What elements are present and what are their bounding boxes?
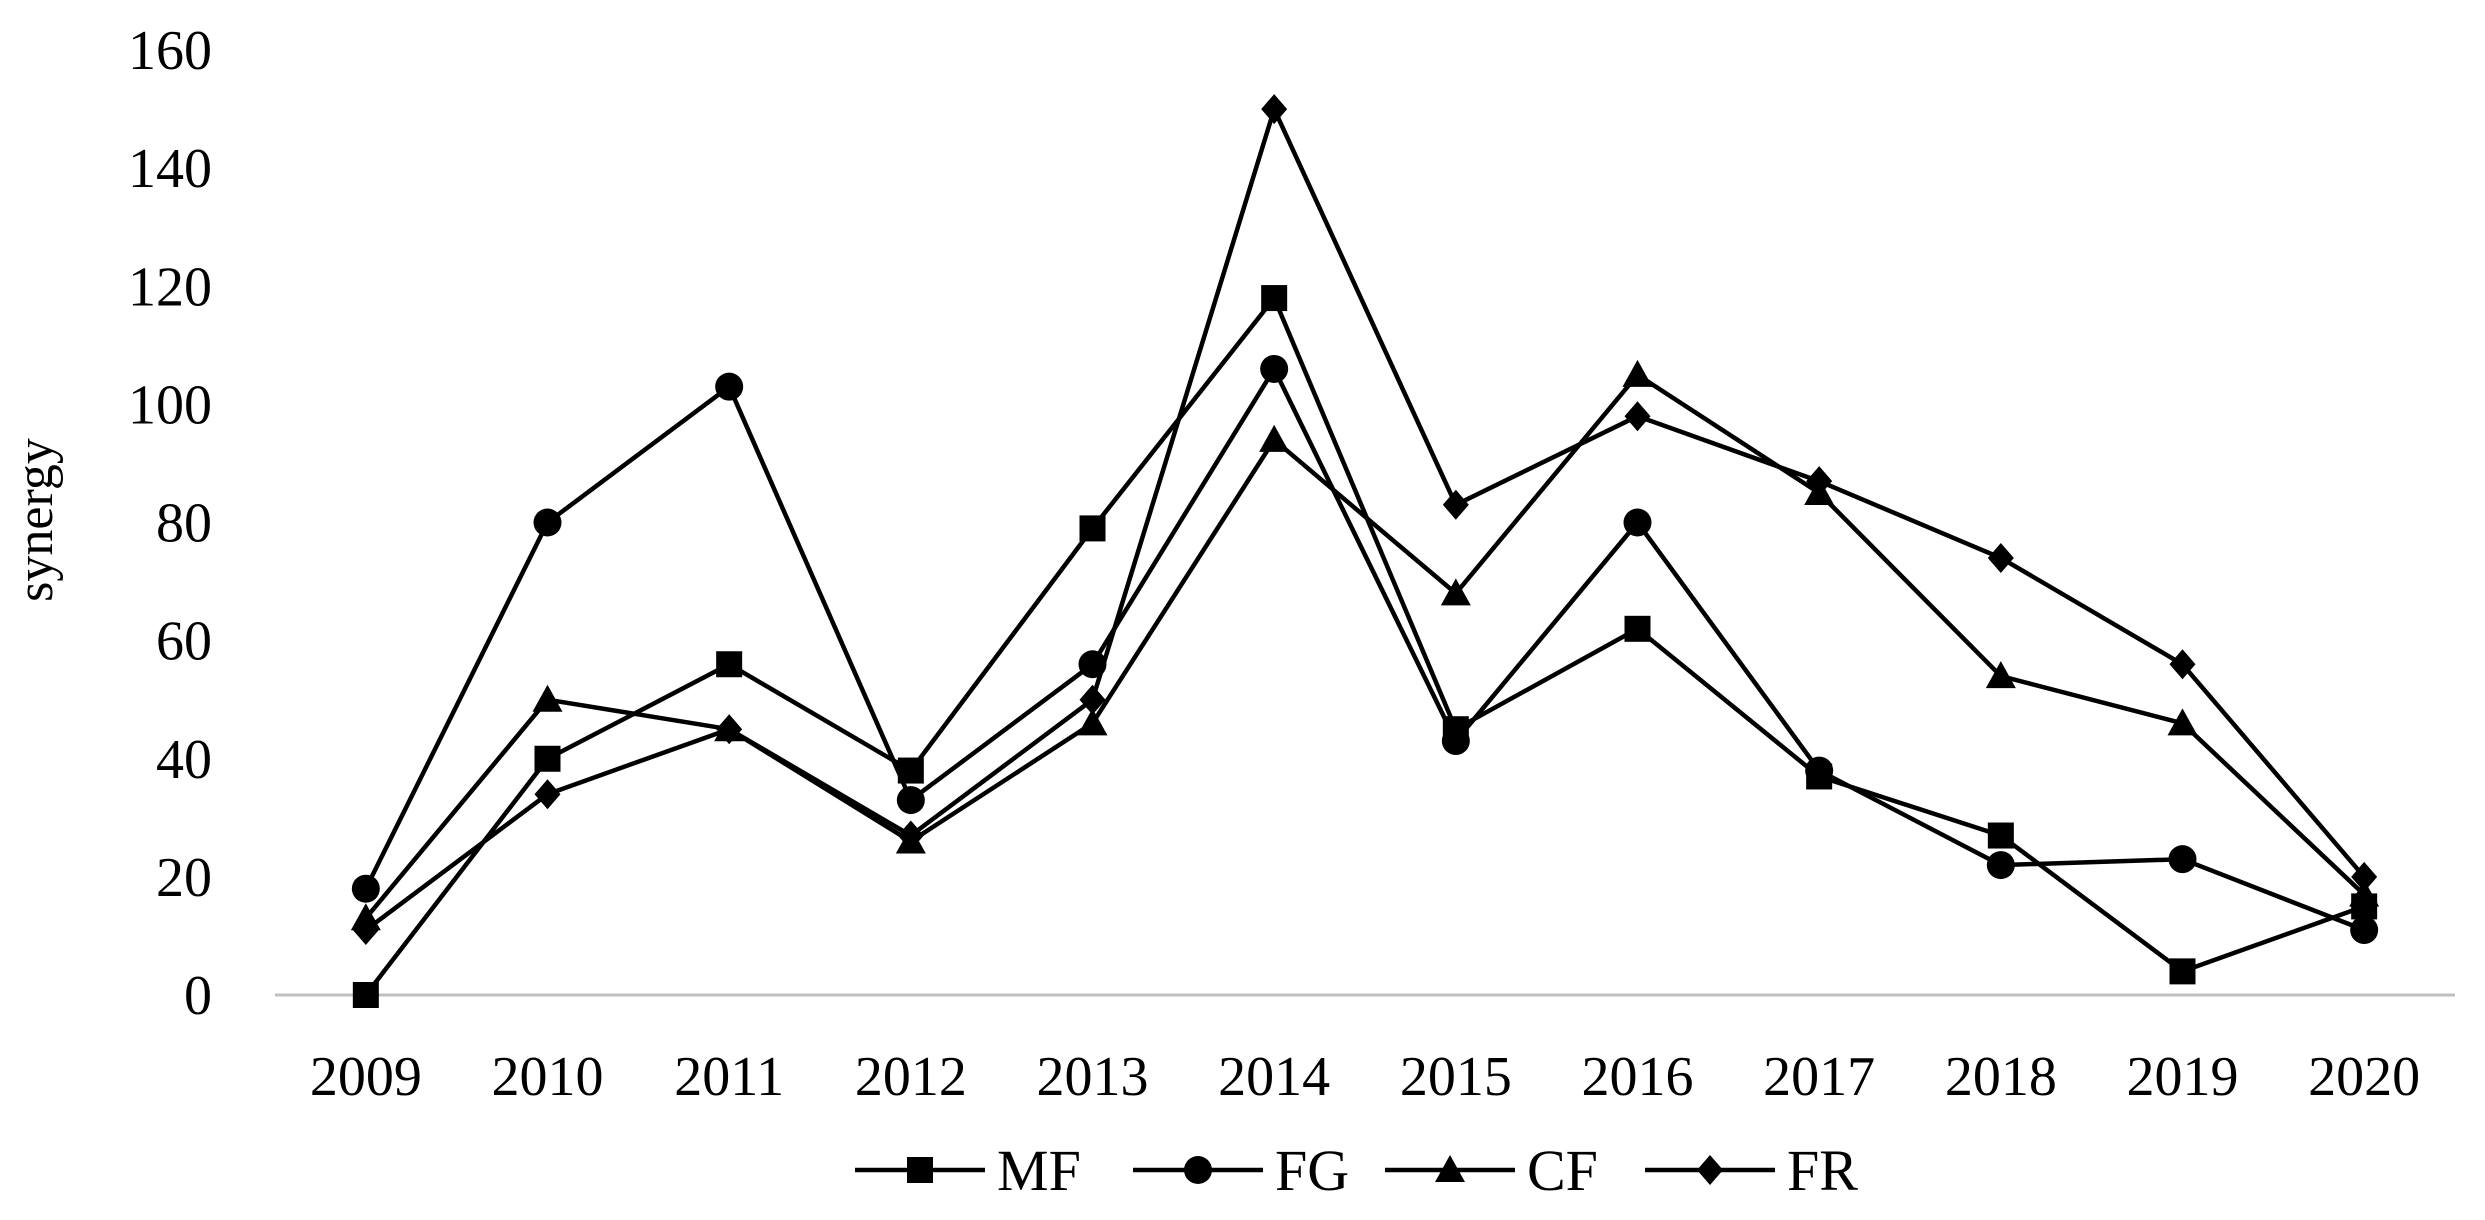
series-group <box>350 94 2380 1008</box>
y-tick-label: 120 <box>128 256 212 318</box>
legend-item-fg: FG <box>1133 1138 1349 1203</box>
y-tick-label: 0 <box>184 965 212 1027</box>
legend-marker <box>1435 1155 1465 1182</box>
data-point <box>897 820 924 851</box>
y-tick-label: 60 <box>156 611 212 673</box>
data-point <box>1622 359 1653 387</box>
legend-item-fr: FR <box>1645 1138 1858 1203</box>
data-point <box>2169 958 2196 985</box>
data-point <box>1261 285 1288 312</box>
x-tick-label: 2010 <box>492 1046 604 1108</box>
y-tick-label: 80 <box>156 493 212 555</box>
data-point <box>2350 916 2379 945</box>
data-point <box>1624 401 1651 432</box>
data-point <box>1260 354 1289 383</box>
data-point <box>534 745 561 772</box>
y-tick-label: 20 <box>156 847 212 909</box>
series-fr <box>352 94 2378 946</box>
data-point <box>534 779 561 810</box>
data-point <box>2351 861 2378 892</box>
data-point <box>1624 615 1651 642</box>
legend-item-mf: MF <box>855 1138 1081 1203</box>
data-point <box>1805 756 1834 785</box>
y-tick-label: 140 <box>128 138 212 200</box>
data-point <box>1079 684 1106 715</box>
legend-label: FG <box>1275 1138 1349 1203</box>
legend-marker <box>907 1157 933 1183</box>
x-tick-label: 2011 <box>674 1046 784 1108</box>
x-tick-label: 2016 <box>1582 1046 1694 1108</box>
x-tick-label: 2020 <box>2308 1046 2420 1108</box>
legend-label: CF <box>1527 1138 1598 1203</box>
data-point <box>532 684 563 712</box>
legend-marker <box>1697 1155 1723 1185</box>
data-point <box>716 651 743 678</box>
x-tick-label: 2014 <box>1218 1046 1330 1108</box>
data-point <box>1441 727 1470 756</box>
legend-marker <box>1184 1156 1212 1184</box>
legend-label: FR <box>1787 1138 1858 1203</box>
data-point <box>1985 661 2016 689</box>
data-point <box>1440 578 1471 606</box>
x-tick-label: 2009 <box>310 1046 422 1108</box>
series-line-mf <box>364 295 2365 997</box>
data-point <box>1442 489 1469 520</box>
data-point <box>2169 649 2196 680</box>
legend-label: MF <box>997 1138 1081 1203</box>
data-point <box>533 508 562 537</box>
x-tick-label: 2012 <box>855 1046 967 1108</box>
y-tick-label: 40 <box>156 729 212 791</box>
y-axis: 0 20 40 60 80 100 120 140 160 <box>128 20 212 1027</box>
data-point <box>716 714 743 745</box>
series-line-cf <box>364 372 2366 920</box>
data-point <box>1987 542 2014 573</box>
data-point <box>2168 845 2197 874</box>
series-mf <box>352 285 2378 1008</box>
y-axis-title: synergy <box>7 438 64 602</box>
series-line-fr <box>364 106 2366 932</box>
data-point <box>1986 851 2015 880</box>
x-tick-label: 2019 <box>2127 1046 2239 1108</box>
data-point <box>352 982 379 1008</box>
y-tick-label: 160 <box>128 20 212 82</box>
data-point <box>2349 879 2380 907</box>
x-tick-label: 2018 <box>1945 1046 2057 1108</box>
data-point <box>1987 822 2014 849</box>
data-point <box>351 874 380 903</box>
legend-item-cf: CF <box>1385 1138 1598 1203</box>
data-point <box>1079 515 1106 542</box>
x-tick-label: 2013 <box>1037 1046 1149 1108</box>
series-cf <box>350 359 2380 931</box>
series-fg <box>351 354 2379 945</box>
data-point <box>896 786 925 815</box>
data-point <box>715 372 744 401</box>
x-tick-label: 2017 <box>1763 1046 1875 1108</box>
y-tick-label: 100 <box>128 374 212 436</box>
legend: MF FG CF FR <box>855 1138 1858 1203</box>
series-line-fg <box>363 366 2366 933</box>
data-point <box>352 915 379 946</box>
data-point <box>1261 94 1288 125</box>
data-point <box>1077 708 1108 736</box>
x-tick-label: 2015 <box>1400 1046 1512 1108</box>
data-point <box>1806 466 1833 497</box>
data-point <box>1623 508 1652 537</box>
data-point <box>1259 424 1290 452</box>
x-axis: 2009 2010 2011 2012 2013 2014 2015 2016 2017 2018… <box>310 1046 2420 1108</box>
data-point <box>2167 708 2198 736</box>
